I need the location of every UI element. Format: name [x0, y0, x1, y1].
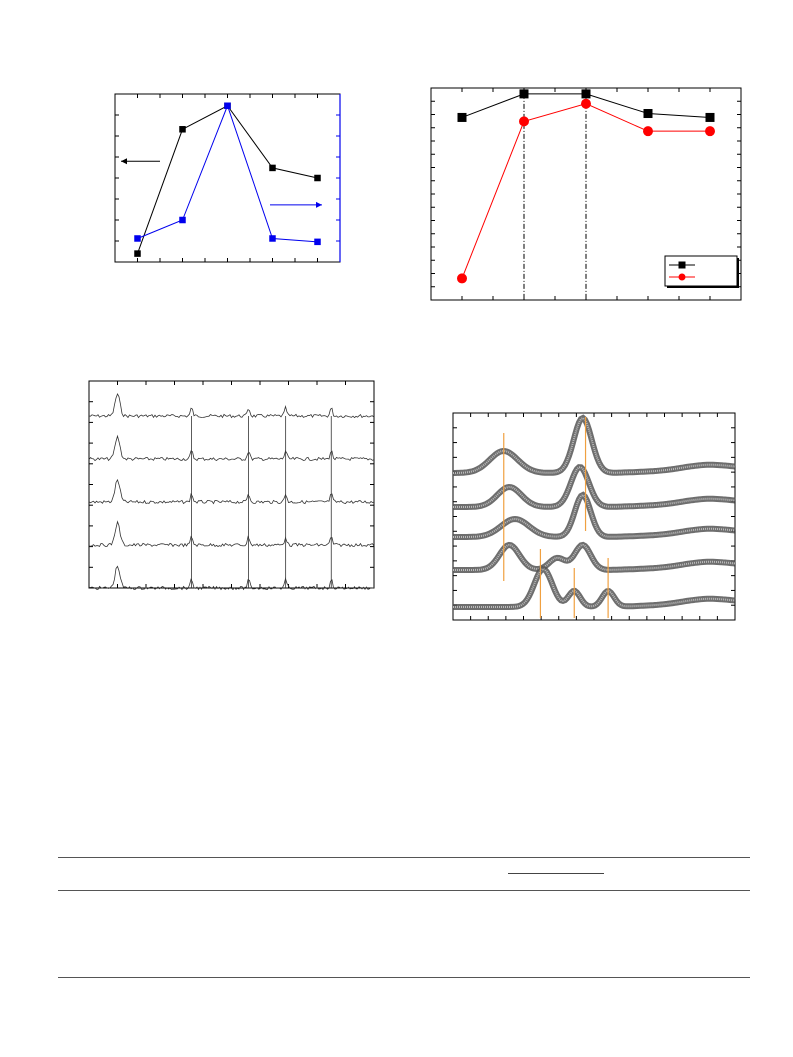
chart-bottom-right	[452, 412, 736, 621]
table-group-underline	[508, 873, 604, 874]
series-1-point	[179, 126, 186, 133]
series-2-point	[134, 235, 141, 242]
series-2-point	[457, 273, 467, 284]
trace-2	[88, 434, 375, 462]
figure-bottom-left	[80, 372, 385, 597]
series-1-point	[269, 164, 276, 172]
trace-3-markers	[453, 493, 736, 538]
trace-3	[88, 478, 375, 505]
trace-1-band	[453, 414, 736, 476]
series-2-point	[643, 126, 653, 137]
trace-4	[88, 520, 375, 548]
series-2-point	[519, 116, 529, 127]
legend-marker-2	[678, 273, 686, 281]
series-2-point	[705, 126, 715, 137]
series-2-point	[269, 235, 276, 242]
trace-5-markers	[453, 567, 736, 608]
series-1-point	[457, 112, 467, 122]
series-2-point	[179, 216, 186, 224]
table-bottom-rule	[58, 977, 750, 978]
series-1-point	[314, 174, 321, 182]
legend-marker-1	[678, 261, 686, 269]
series-1-point	[581, 89, 591, 99]
chart-bottom-left	[88, 380, 375, 591]
table-top-rule	[58, 857, 750, 858]
series-line-1	[137, 105, 318, 254]
chart-top-right	[430, 87, 742, 301]
arrow-left-head	[121, 158, 127, 165]
trace-5-band	[453, 565, 736, 610]
plot-frame	[114, 93, 341, 263]
series-2-point	[314, 238, 321, 246]
figure-top-right	[420, 80, 750, 310]
trace-2-band	[453, 464, 736, 510]
trace-5	[88, 565, 375, 591]
series-1-point	[643, 109, 653, 119]
series-1-point	[519, 89, 529, 99]
trace-1	[88, 393, 375, 419]
series-2-point	[224, 102, 231, 110]
series-2-point	[581, 98, 591, 109]
figure-bottom-right	[445, 405, 750, 630]
legend-box	[664, 255, 738, 287]
trace-4-band	[453, 541, 736, 573]
chart-top-left	[114, 93, 341, 263]
series-1-point	[134, 250, 141, 257]
series-1-point	[705, 112, 715, 122]
series-line-2	[137, 104, 318, 243]
arrow-right-head	[316, 201, 322, 208]
trace-2-markers	[453, 466, 736, 508]
figure-top-left	[100, 84, 360, 274]
table-header-rule	[58, 890, 750, 891]
